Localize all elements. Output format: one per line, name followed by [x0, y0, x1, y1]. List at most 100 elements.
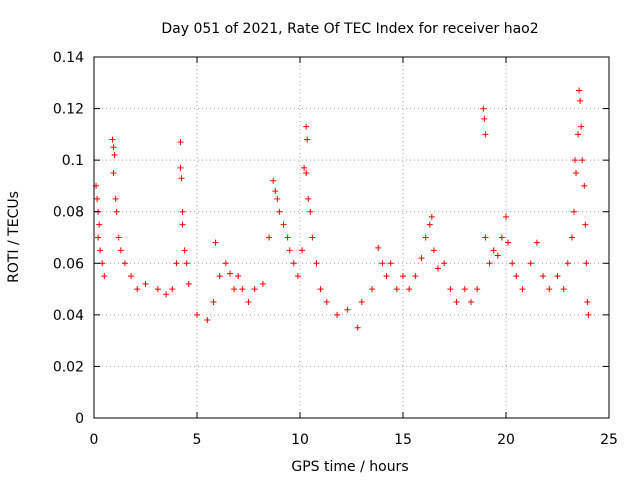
- data-point: [354, 324, 361, 331]
- data-point: [113, 208, 120, 215]
- data-point: [303, 123, 310, 130]
- data-point: [303, 170, 310, 177]
- data-point: [109, 136, 116, 143]
- data-point: [309, 234, 316, 241]
- data-point: [110, 144, 117, 151]
- data-point: [276, 208, 283, 215]
- data-point: [286, 247, 293, 254]
- data-point: [406, 286, 413, 293]
- data-point: [96, 221, 103, 228]
- data-point: [480, 105, 487, 112]
- data-point: [117, 247, 124, 254]
- data-point: [95, 234, 102, 241]
- x-tick-label: 10: [291, 432, 309, 448]
- data-point: [111, 151, 118, 158]
- data-point: [584, 298, 591, 305]
- data-point: [358, 298, 365, 305]
- data-point: [482, 131, 489, 138]
- data-point: [533, 239, 540, 246]
- data-point: [498, 234, 505, 241]
- data-point: [163, 291, 170, 298]
- data-point: [313, 260, 320, 267]
- data-point: [519, 286, 526, 293]
- data-point: [231, 286, 238, 293]
- data-point: [181, 247, 188, 254]
- data-point: [204, 317, 211, 324]
- data-point: [344, 306, 351, 313]
- data-point: [183, 260, 190, 267]
- data-point: [128, 273, 135, 280]
- data-point: [239, 286, 246, 293]
- data-point: [503, 213, 509, 220]
- data-point: [259, 280, 266, 287]
- data-point: [290, 260, 297, 267]
- data-point: [284, 234, 291, 241]
- y-tick-label: 0.1: [62, 153, 84, 169]
- data-point: [334, 311, 341, 318]
- x-tick-label: 5: [193, 432, 202, 448]
- data-point: [467, 298, 474, 305]
- data-point: [428, 213, 435, 220]
- data-point: [323, 298, 330, 305]
- data-point: [447, 286, 454, 293]
- data-point: [486, 260, 493, 267]
- data-point: [554, 273, 561, 280]
- data-point: [583, 260, 590, 267]
- y-axis-label: ROTI / TECUs: [6, 191, 22, 283]
- data-point: [177, 164, 184, 171]
- data-point: [400, 273, 406, 280]
- x-axis-label: GPS time / hours: [291, 459, 408, 475]
- data-point: [216, 273, 223, 280]
- data-point: [179, 208, 186, 215]
- x-tick-label: 15: [394, 432, 412, 448]
- data-point: [453, 298, 460, 305]
- y-tick-label: 0.02: [53, 359, 84, 375]
- data-point: [226, 270, 233, 277]
- data-point: [270, 177, 277, 184]
- axis-tick-labels: 0 5 10 15 20 25 0 0.02 0.04 0.06 0.08 0.1 0.12 0.14: [53, 50, 618, 448]
- data-point: [570, 208, 577, 215]
- data-point: [576, 87, 583, 94]
- data-point: [540, 273, 547, 280]
- data-point: [280, 221, 287, 228]
- data-point: [307, 208, 314, 215]
- data-point: [173, 260, 180, 267]
- plot-frame: [93, 56, 610, 419]
- data-point: [112, 195, 119, 202]
- data-point: [94, 195, 101, 202]
- data-point: [115, 234, 122, 241]
- data-point: [294, 273, 301, 280]
- data-point: [210, 298, 217, 305]
- data-point: [481, 115, 488, 122]
- data-point: [194, 311, 200, 318]
- data-point: [435, 265, 442, 272]
- data-point: [578, 123, 585, 130]
- data-point: [301, 164, 308, 171]
- data-point: [482, 234, 489, 241]
- data-point: [299, 247, 306, 254]
- chart-title: Day 051 of 2021, Rate Of TEC Index for r…: [161, 21, 538, 37]
- y-tick-label: 0.08: [53, 205, 84, 221]
- x-tick-label: 20: [497, 432, 515, 448]
- data-point: [235, 273, 242, 280]
- data-point: [134, 286, 141, 293]
- data-point: [474, 286, 481, 293]
- data-point: [494, 252, 501, 259]
- data-point: [579, 157, 586, 164]
- axis-ticks: [93, 56, 610, 419]
- data-point: [490, 247, 497, 254]
- data-point: [272, 188, 279, 195]
- y-tick-label: 0.14: [53, 50, 84, 66]
- x-tick-label: 25: [600, 432, 618, 448]
- x-tick-label: 0: [90, 432, 99, 448]
- data-point: [179, 221, 186, 228]
- data-point: [573, 170, 580, 177]
- data-point: [505, 239, 512, 246]
- data-point: [304, 136, 311, 143]
- data-point: [317, 286, 324, 293]
- data-point: [251, 286, 258, 293]
- data-point: [142, 280, 149, 287]
- data-point: [568, 234, 575, 241]
- data-point: [582, 221, 589, 228]
